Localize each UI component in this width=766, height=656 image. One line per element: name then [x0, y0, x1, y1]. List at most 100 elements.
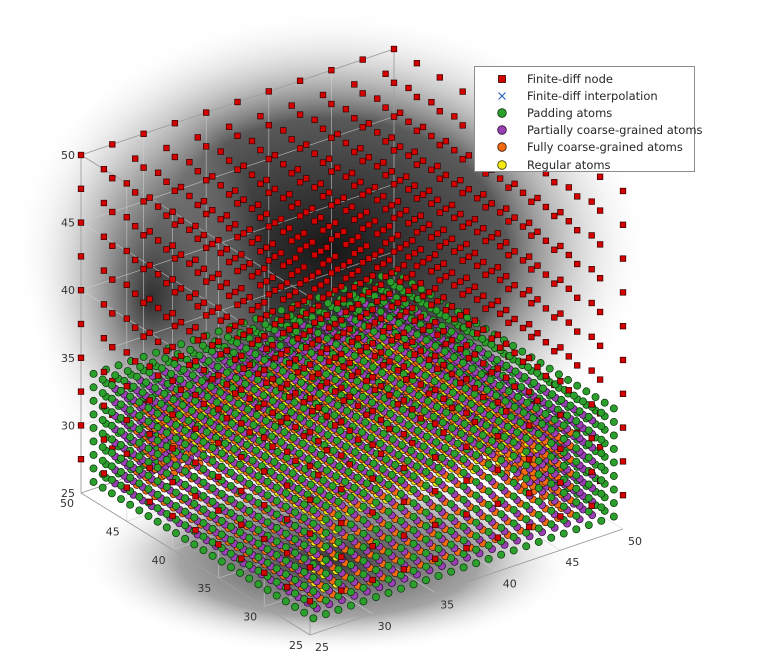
finite-diff-node-marker	[534, 397, 541, 404]
padding-atoms-marker	[254, 512, 263, 521]
padding-atoms-marker	[157, 364, 166, 373]
padding-atoms-marker	[591, 393, 600, 401]
padding-atoms-marker	[272, 497, 281, 505]
x-tick-label: 30	[378, 620, 392, 633]
padding-atoms-marker	[509, 451, 518, 460]
finite-diff-node-marker	[382, 239, 389, 246]
finite-diff-node-marker	[263, 210, 270, 217]
finite-diff-node-marker	[557, 344, 564, 351]
padding-atoms-marker	[447, 459, 456, 468]
finite-diff-node-marker	[365, 289, 372, 296]
finite-diff-node-marker	[215, 372, 222, 379]
finite-diff-node-marker	[203, 143, 210, 150]
padding-atoms-marker	[609, 431, 618, 440]
finite-diff-node-marker	[346, 393, 353, 400]
finite-diff-node-marker	[203, 177, 210, 184]
finite-diff-node-marker	[109, 344, 116, 351]
finite-diff-node-marker	[240, 365, 247, 372]
finite-diff-node-marker	[588, 198, 595, 205]
padding-atoms-marker	[172, 488, 180, 497]
finite-diff-node-marker	[448, 337, 456, 344]
finite-diff-node-marker	[238, 521, 245, 528]
padding-atoms-marker	[395, 415, 404, 424]
finite-diff-node-marker	[565, 184, 572, 191]
finite-diff-node-marker	[434, 331, 441, 339]
padding-atoms-marker	[522, 501, 531, 510]
finite-diff-node-marker	[163, 280, 170, 287]
finite-diff-node-marker	[432, 352, 439, 360]
finite-diff-node-marker	[528, 198, 535, 205]
padding-atoms-marker	[98, 483, 107, 492]
finite-diff-node-marker	[380, 294, 387, 301]
legend-circle-marker	[497, 159, 507, 170]
finite-diff-node-marker	[340, 363, 347, 370]
padding-atoms-marker	[354, 306, 363, 315]
padding-atoms-marker	[226, 468, 235, 477]
padding-atoms-marker	[422, 336, 431, 345]
padding-atoms-marker	[432, 438, 441, 447]
padding-atoms-marker	[509, 546, 518, 555]
finite-diff-node-marker	[292, 322, 299, 329]
finite-diff-node-marker	[542, 271, 550, 278]
finite-diff-node-marker	[277, 249, 285, 256]
finite-diff-node-marker	[203, 312, 210, 319]
padding-atoms-marker	[288, 469, 297, 478]
padding-atoms-marker	[281, 570, 290, 579]
padding-atoms-marker	[357, 428, 366, 437]
padding-atoms-marker	[107, 448, 116, 457]
finite-diff-node-marker	[428, 234, 435, 241]
legend-marker	[475, 140, 527, 154]
finite-diff-node-marker	[619, 289, 627, 296]
padding-atoms-marker	[559, 461, 568, 470]
finite-diff-node-marker	[377, 281, 385, 288]
padding-atoms-marker	[478, 431, 487, 440]
padding-atoms-marker	[334, 524, 343, 533]
padding-atoms-marker	[597, 489, 606, 498]
padding-atoms-marker	[528, 414, 537, 423]
finite-diff-node-marker	[317, 315, 324, 322]
padding-atoms-marker	[459, 455, 468, 464]
finite-diff-node-marker	[286, 326, 293, 333]
padding-atoms-marker	[434, 463, 443, 472]
finite-diff-node-marker	[280, 228, 287, 235]
finite-diff-node-marker	[503, 239, 510, 246]
finite-diff-node-marker	[348, 338, 356, 346]
finite-diff-node-marker	[261, 434, 268, 441]
padding-atoms-marker	[157, 399, 165, 408]
finite-diff-node-marker	[223, 415, 230, 422]
finite-diff-node-marker	[277, 215, 285, 223]
padding-atoms-marker	[456, 333, 465, 342]
finite-diff-node-marker	[163, 212, 170, 219]
padding-atoms-marker	[510, 402, 519, 411]
finite-diff-node-marker	[100, 402, 108, 409]
finite-diff-node-marker	[123, 416, 130, 424]
padding-atoms-marker	[533, 368, 542, 377]
finite-diff-node-marker	[269, 375, 276, 383]
padding-atoms-marker	[226, 563, 235, 572]
padding-atoms-marker	[307, 348, 316, 357]
finite-diff-node-marker	[286, 292, 293, 299]
finite-diff-node-marker	[496, 344, 504, 351]
finite-diff-node-marker	[234, 132, 241, 139]
padding-atoms-marker	[405, 385, 414, 394]
padding-atoms-marker	[330, 411, 339, 420]
padding-atoms-marker	[323, 431, 332, 439]
padding-atoms-marker	[237, 425, 245, 434]
padding-atoms-marker	[263, 558, 272, 567]
finite-diff-node-marker	[400, 397, 408, 404]
finite-diff-node-marker	[100, 166, 108, 173]
padding-atoms-marker	[323, 334, 332, 343]
finite-diff-node-marker	[77, 320, 85, 328]
padding-atoms-marker	[208, 457, 217, 466]
padding-atoms-marker	[278, 367, 287, 376]
legend-label: Partially coarse-grained atoms	[527, 123, 703, 138]
finite-diff-node-marker	[288, 102, 295, 109]
finite-diff-node-marker	[528, 333, 535, 341]
padding-atoms-marker	[162, 415, 171, 424]
padding-atoms-marker	[297, 378, 306, 387]
finite-diff-node-marker	[123, 214, 130, 221]
finite-diff-node-marker	[557, 479, 564, 486]
finite-diff-node-marker	[388, 235, 395, 243]
finite-diff-node-marker	[317, 281, 324, 289]
finite-diff-node-marker	[169, 512, 176, 520]
